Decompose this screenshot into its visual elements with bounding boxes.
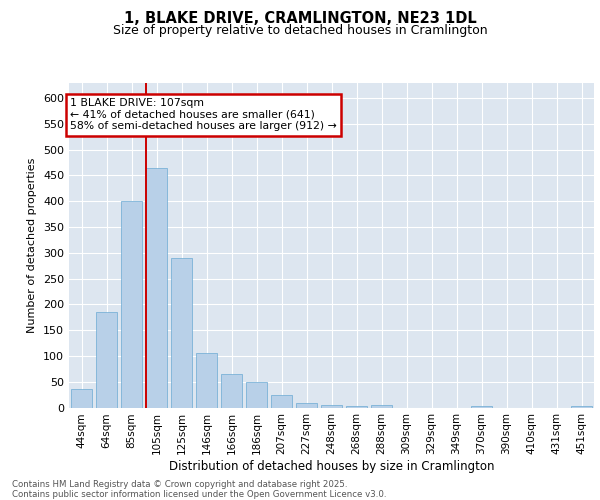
Bar xyxy=(571,406,592,407)
Y-axis label: Number of detached properties: Number of detached properties xyxy=(28,158,37,332)
Bar xyxy=(121,201,142,408)
Bar xyxy=(71,390,92,407)
Bar xyxy=(171,258,192,408)
Bar xyxy=(246,382,267,407)
Text: 1 BLAKE DRIVE: 107sqm
← 41% of detached houses are smaller (641)
58% of semi-det: 1 BLAKE DRIVE: 107sqm ← 41% of detached … xyxy=(70,98,337,131)
Bar xyxy=(96,312,117,408)
Bar xyxy=(146,168,167,408)
Text: Contains HM Land Registry data © Crown copyright and database right 2025.
Contai: Contains HM Land Registry data © Crown c… xyxy=(12,480,386,499)
Bar xyxy=(321,405,342,407)
Bar xyxy=(296,404,317,407)
Text: 1, BLAKE DRIVE, CRAMLINGTON, NE23 1DL: 1, BLAKE DRIVE, CRAMLINGTON, NE23 1DL xyxy=(124,11,476,26)
Bar xyxy=(371,405,392,407)
Bar xyxy=(221,374,242,408)
X-axis label: Distribution of detached houses by size in Cramlington: Distribution of detached houses by size … xyxy=(169,460,494,473)
Bar xyxy=(196,354,217,408)
Bar xyxy=(471,406,492,407)
Bar xyxy=(271,394,292,407)
Text: Size of property relative to detached houses in Cramlington: Size of property relative to detached ho… xyxy=(113,24,487,37)
Bar xyxy=(346,406,367,408)
